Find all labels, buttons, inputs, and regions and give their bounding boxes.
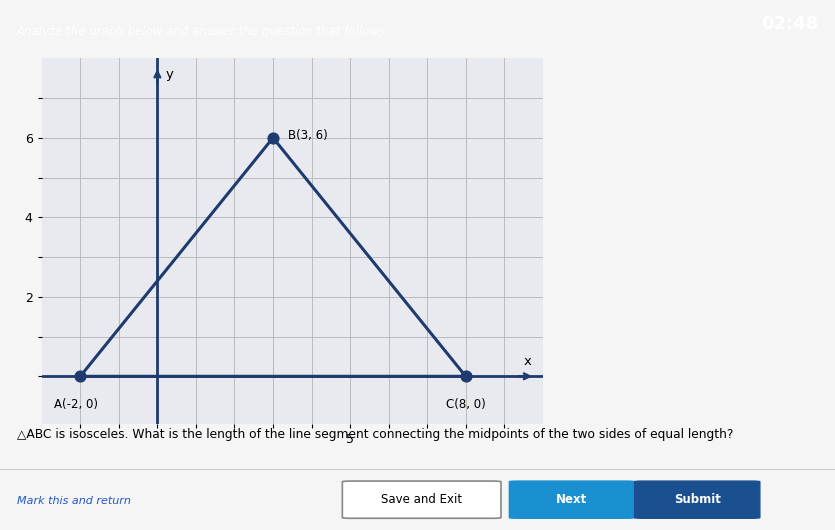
Text: Submit: Submit: [674, 493, 721, 506]
FancyBboxPatch shape: [342, 481, 501, 518]
Point: [266, 134, 280, 142]
Text: x: x: [524, 355, 531, 368]
FancyBboxPatch shape: [635, 481, 760, 518]
Text: B(3, 6): B(3, 6): [288, 129, 328, 143]
Point: [459, 372, 473, 381]
Text: Next: Next: [556, 493, 588, 506]
Text: Save and Exit: Save and Exit: [381, 493, 463, 506]
Text: y: y: [166, 68, 174, 81]
Text: C(8, 0): C(8, 0): [446, 398, 485, 411]
Text: A(-2, 0): A(-2, 0): [54, 398, 99, 411]
Text: Analyze the graph below and answer the question that follows.: Analyze the graph below and answer the q…: [17, 24, 390, 38]
Text: △ABC is isosceles. What is the length of the line segment connecting the midpoin: △ABC is isosceles. What is the length of…: [17, 428, 733, 441]
Point: [73, 372, 87, 381]
FancyBboxPatch shape: [509, 481, 635, 518]
Text: 02:48: 02:48: [761, 15, 818, 33]
Text: Mark this and return: Mark this and return: [17, 496, 130, 506]
